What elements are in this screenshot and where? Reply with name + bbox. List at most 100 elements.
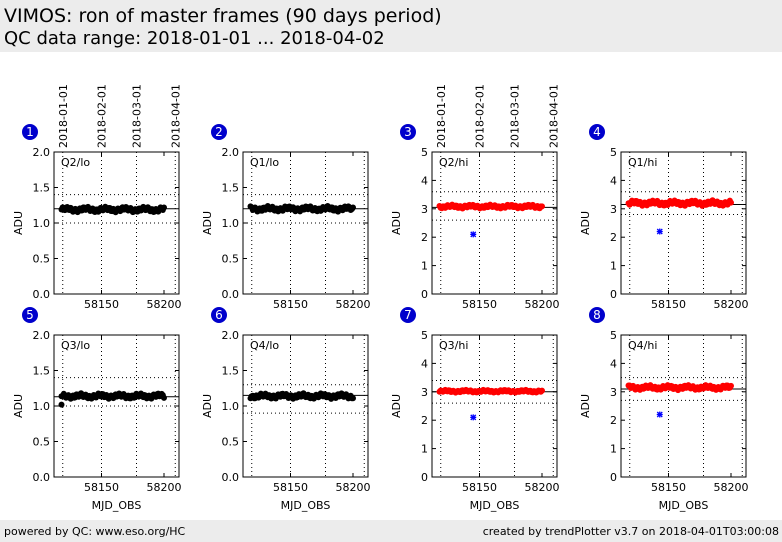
panel-7-frame bbox=[431, 334, 558, 478]
panel-4-ytick-label-0: 0 bbox=[610, 288, 617, 301]
panel-5-xlabel: MJD_OBS bbox=[92, 499, 142, 512]
panel-3-badge-number: 3 bbox=[404, 125, 412, 139]
panel-6-ytick-label-0: 0.0 bbox=[222, 471, 240, 484]
panel-7-ytick-label-3: 3 bbox=[421, 386, 428, 399]
panel-6-ylabel: ADU bbox=[201, 394, 214, 418]
panel-7-outlier-0 bbox=[470, 414, 477, 421]
panel-8-ytick-label-2: 2 bbox=[610, 414, 617, 427]
panel-6-label: Q4/lo bbox=[250, 339, 279, 352]
panel-4-badge bbox=[589, 124, 605, 140]
panel-1-date-label-0: 2018-01-01 bbox=[57, 84, 70, 148]
panel-8-badge-number: 8 bbox=[593, 308, 601, 322]
panel-1-ytick-label-0: 0.0 bbox=[33, 288, 51, 301]
panel-1-ylabel: ADU bbox=[12, 211, 25, 235]
panel-2-frame bbox=[242, 151, 369, 295]
footer-created-by: created by trendPlotter v3.7 on 2018-04-… bbox=[482, 525, 779, 538]
panel-6-xlabel: MJD_OBS bbox=[281, 499, 331, 512]
panel-3-xtick-label-1: 58200 bbox=[525, 298, 560, 311]
panel-6-xtick-label-0: 58150 bbox=[273, 481, 308, 494]
panel-3-frame bbox=[431, 151, 558, 295]
panel-6-ytick-label-3: 1.5 bbox=[222, 365, 240, 378]
panel-3-ytick-label-2: 2 bbox=[421, 231, 428, 244]
panel-3-point bbox=[539, 203, 545, 210]
panel-2-ytick-label-0: 0.0 bbox=[222, 288, 240, 301]
panel-8-label: Q4/hi bbox=[628, 339, 657, 352]
panel-2-badge bbox=[211, 124, 227, 140]
panel-5-ylabel: ADU bbox=[12, 394, 25, 418]
panel-2-ytick-label-3: 1.5 bbox=[222, 182, 240, 195]
panel-1-ytick-label-4: 2.0 bbox=[33, 146, 51, 159]
panel-2-ytick-label-1: 0.5 bbox=[222, 253, 240, 266]
panel-6-ytick-label-4: 2.0 bbox=[222, 329, 240, 342]
panel-6-frame bbox=[242, 334, 369, 478]
panel-8-ytick-label-5: 5 bbox=[610, 329, 617, 342]
panel-1-frame bbox=[53, 151, 180, 295]
panel-8-ytick-label-0: 0 bbox=[610, 471, 617, 484]
panel-3-ylabel: ADU bbox=[390, 211, 403, 235]
panel-8-ytick-label-4: 4 bbox=[610, 357, 617, 370]
panel-3-xtick-label-0: 58150 bbox=[462, 298, 497, 311]
panel-8-frame bbox=[620, 334, 747, 478]
panel-8-ytick-label-3: 3 bbox=[610, 386, 617, 399]
panel-7-ytick-label-5: 5 bbox=[421, 329, 428, 342]
panel-5-ytick-label-0: 0.0 bbox=[33, 471, 51, 484]
panel-7-badge bbox=[400, 307, 416, 323]
panel-7-ytick-label-4: 4 bbox=[421, 357, 428, 370]
panel-6-point bbox=[350, 395, 356, 402]
panel-1-label: Q2/lo bbox=[61, 156, 90, 169]
panel-7-ytick-label-0: 0 bbox=[421, 471, 428, 484]
panel-7-xtick-label-1: 58200 bbox=[525, 481, 560, 494]
panel-1-xtick-label-1: 58200 bbox=[147, 298, 182, 311]
panel-4-ytick-label-5: 5 bbox=[610, 146, 617, 159]
panel-5-ytick-label-2: 1.0 bbox=[33, 400, 51, 413]
panel-5-badge bbox=[22, 307, 38, 323]
panel-3-ytick-label-4: 4 bbox=[421, 174, 428, 187]
panel-7-ytick-label-2: 2 bbox=[421, 414, 428, 427]
panel-3-badge bbox=[400, 124, 416, 140]
panel-8-xlabel: MJD_OBS bbox=[659, 499, 709, 512]
panel-5-xtick-label-0: 58150 bbox=[84, 481, 119, 494]
panel-6-badge-number: 6 bbox=[215, 308, 223, 322]
panel-7-label: Q3/hi bbox=[439, 339, 468, 352]
panel-1-ytick-label-2: 1.0 bbox=[33, 217, 51, 230]
panel-5-ytick-label-3: 1.5 bbox=[33, 365, 51, 378]
panel-8-point bbox=[728, 382, 734, 389]
panel-6-xtick-label-1: 58200 bbox=[336, 481, 371, 494]
panel-2-point bbox=[350, 204, 356, 211]
panel-3-date-label-2: 2018-03-01 bbox=[509, 84, 522, 148]
panel-2-ytick-label-4: 2.0 bbox=[222, 146, 240, 159]
panel-4-frame bbox=[620, 151, 747, 295]
panel-2-badge-number: 2 bbox=[215, 125, 223, 139]
panel-4-xtick-label-0: 58150 bbox=[651, 298, 686, 311]
panel-5-ytick-label-4: 2.0 bbox=[33, 329, 51, 342]
panel-8-ytick-label-1: 1 bbox=[610, 443, 617, 456]
panel-5-outlier-0 bbox=[58, 401, 65, 408]
panel-3-ytick-label-1: 1 bbox=[421, 260, 428, 273]
panel-4-ytick-label-4: 4 bbox=[610, 174, 617, 187]
panel-6-ytick-label-1: 0.5 bbox=[222, 436, 240, 449]
panel-4-label: Q1/hi bbox=[628, 156, 657, 169]
page-title: VIMOS: ron of master frames (90 days per… bbox=[4, 5, 442, 27]
panel-3-date-label-0: 2018-01-01 bbox=[435, 84, 448, 148]
panel-1-date-label-1: 2018-02-01 bbox=[96, 84, 109, 148]
footer-powered-by: powered by QC: www.eso.org/HC bbox=[4, 525, 186, 538]
panel-7-badge-number: 7 bbox=[404, 308, 412, 322]
panel-3-ytick-label-3: 3 bbox=[421, 203, 428, 216]
panel-4-ytick-label-1: 1 bbox=[610, 260, 617, 273]
panel-2-xtick-label-1: 58200 bbox=[336, 298, 371, 311]
panel-5-xtick-label-1: 58200 bbox=[147, 481, 182, 494]
panel-1-xtick-label-0: 58150 bbox=[84, 298, 119, 311]
page-subtitle: QC data range: 2018-01-01 ... 2018-04-02 bbox=[4, 28, 385, 49]
panel-5-frame bbox=[53, 334, 180, 478]
panel-3-date-label-1: 2018-02-01 bbox=[474, 84, 487, 148]
panel-7-point bbox=[539, 387, 545, 394]
panel-1-badge bbox=[22, 124, 38, 140]
panel-8-badge bbox=[589, 307, 605, 323]
panel-8-xtick-label-1: 58200 bbox=[714, 481, 749, 494]
header: VIMOS: ron of master frames (90 days per… bbox=[0, 0, 782, 52]
panel-1-date-label-2: 2018-03-01 bbox=[131, 84, 144, 148]
panel-7-xtick-label-0: 58150 bbox=[462, 481, 497, 494]
panel-2-ytick-label-2: 1.0 bbox=[222, 217, 240, 230]
panel-1-point bbox=[161, 204, 167, 211]
